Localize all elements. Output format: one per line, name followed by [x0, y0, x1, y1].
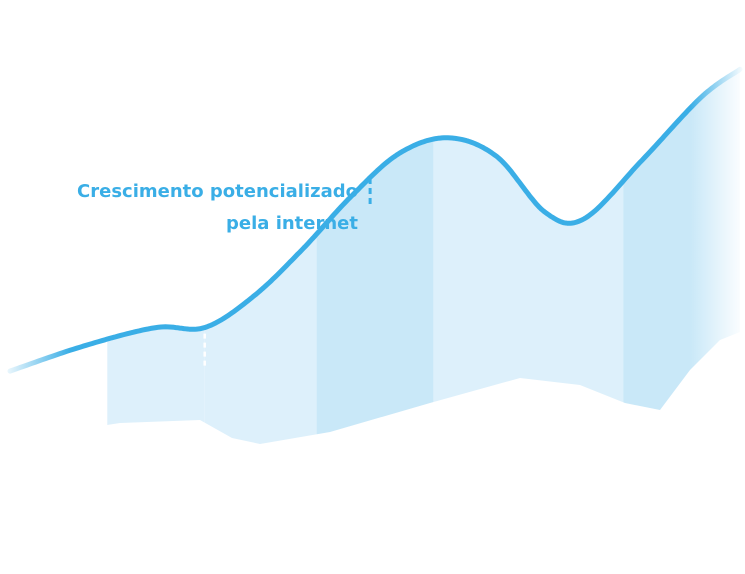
shaded-area-bands: [107, 69, 740, 445]
area-band-1: [107, 69, 205, 445]
annotation-line-1: Crescimento potencializado: [77, 181, 358, 202]
left-fade: [0, 60, 70, 480]
growth-curve-line: [7, 66, 743, 374]
area-band-4: [433, 69, 624, 445]
area-band-3: [316, 69, 434, 445]
annotation-line-2: pela internet: [226, 213, 358, 234]
right-fade: [690, 60, 745, 480]
